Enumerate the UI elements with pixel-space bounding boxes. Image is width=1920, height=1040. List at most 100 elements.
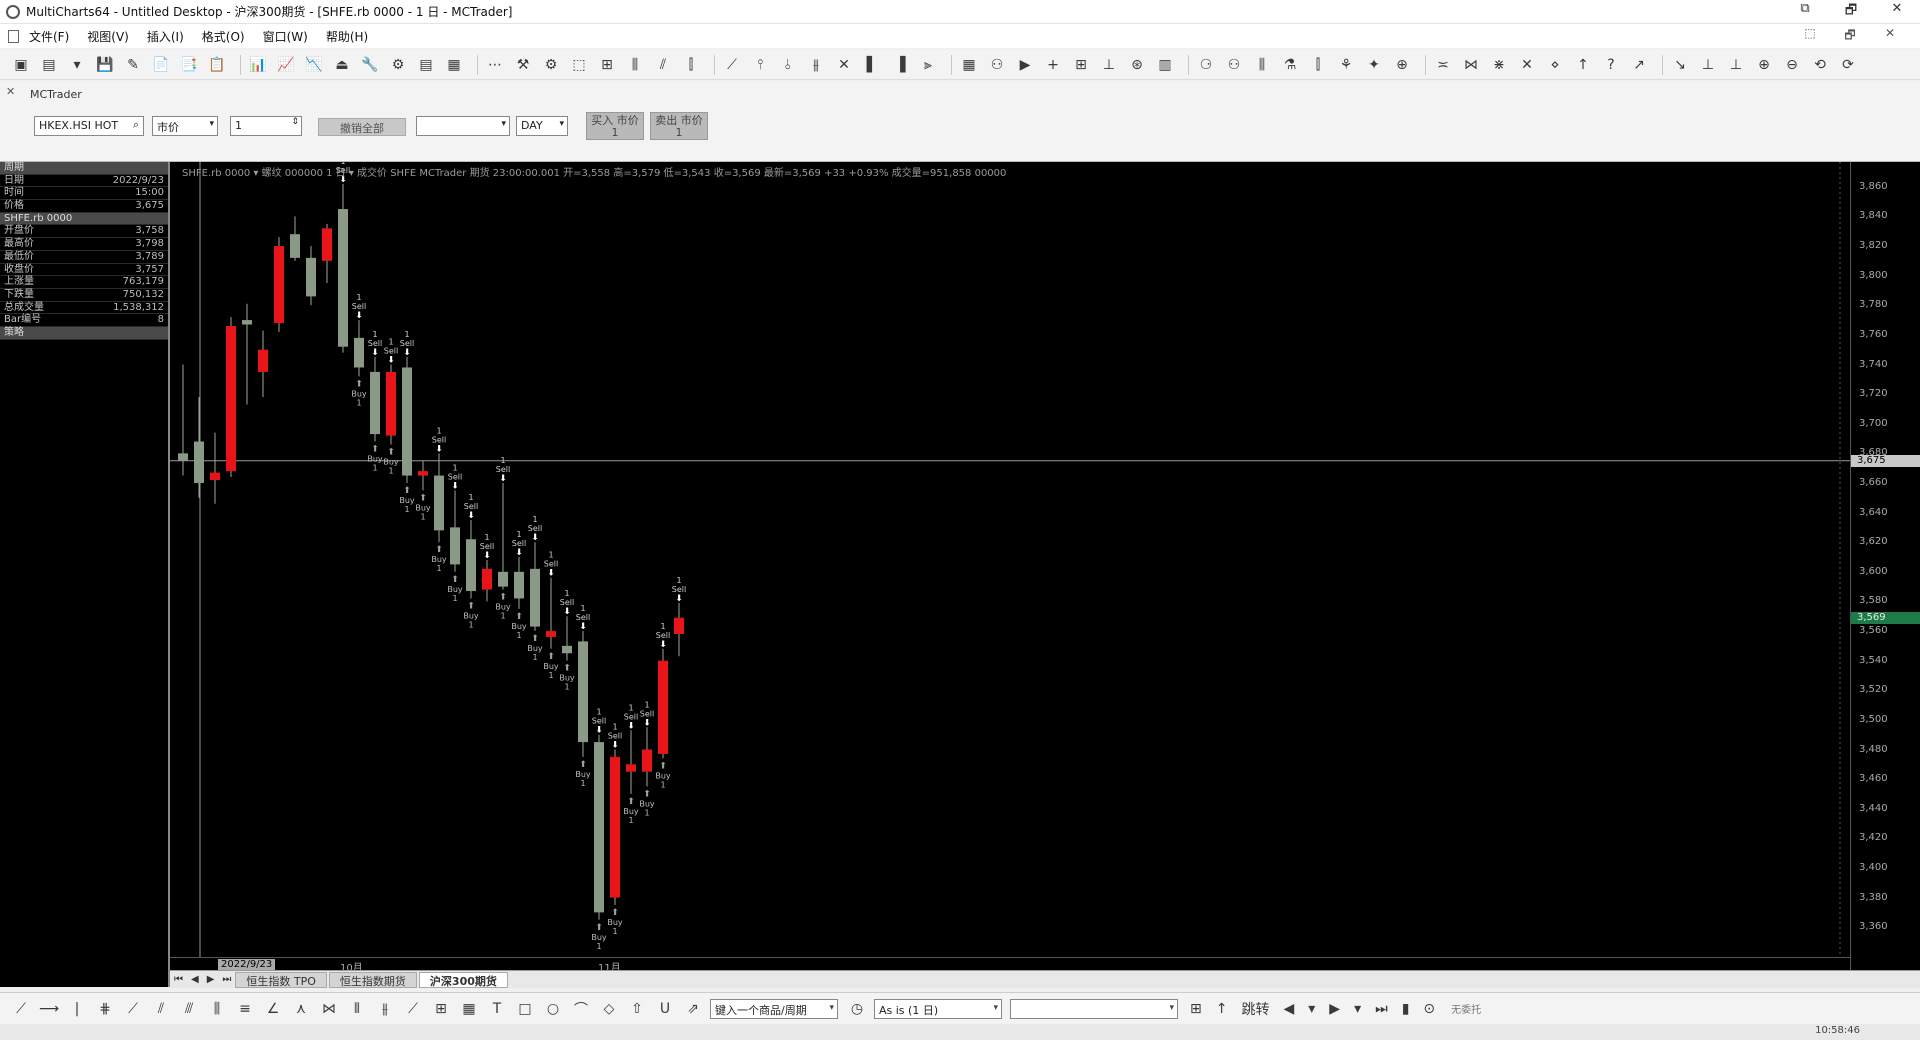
tif-select[interactable]: DAY ▾ — [516, 116, 568, 136]
toolbar-tool-icon[interactable]: ⊥ — [1729, 56, 1743, 73]
drawing-tool-icon[interactable]: ⫵ — [381, 1000, 389, 1017]
tab-hsi-tpo[interactable]: 恒生指数 TPO — [235, 971, 327, 988]
time-axis[interactable]: 2022/9/23 10月 11月 — [170, 957, 1850, 974]
cancel-all-button[interactable]: 撤销全部 — [318, 118, 406, 136]
order-type-select[interactable]: 市价 ▾ — [152, 116, 218, 136]
toolbar-tool-icon[interactable]: ⫯ — [756, 56, 764, 73]
mdi-close-button[interactable]: ✕ — [1884, 25, 1896, 40]
toolbar-tool-icon[interactable]: ⚘ — [1339, 56, 1353, 73]
minimize-button[interactable]: ⧉ — [1800, 0, 1810, 16]
drawing-tool-icon[interactable]: ⟋ — [408, 1000, 418, 1017]
toolbar-tool-icon[interactable]: ↘ — [1674, 56, 1686, 73]
toolbar-tool-icon[interactable]: ⚇ — [990, 56, 1004, 73]
toolbar-tool-icon[interactable]: ▦ — [962, 56, 976, 73]
toolbar-tool-icon[interactable]: ⋈ — [1464, 56, 1478, 73]
command-line-input[interactable]: ▾ — [1010, 998, 1178, 1019]
drawing-tool-icon[interactable]: ⋕ — [99, 1000, 111, 1017]
drawing-tool-icon[interactable]: ⫻ — [184, 1000, 194, 1017]
navigation-control[interactable]: ▾ — [1308, 1000, 1316, 1017]
toolbar-tool-icon[interactable]: ⬚ — [572, 56, 586, 73]
mdi-minimize-button[interactable]: ⬚ — [1804, 25, 1816, 40]
first-tab-icon[interactable]: ⏮ — [174, 974, 183, 985]
toolbar-tool-icon[interactable]: ⫽ — [659, 56, 667, 73]
toolbar-tool-icon[interactable]: ⋯ — [488, 56, 502, 73]
drawing-tool-icon[interactable]: ⇧ — [631, 1000, 643, 1017]
mdi-restore-button[interactable]: 🗗 — [1844, 27, 1856, 42]
symbol-interval-input[interactable]: 键入一个商品/周期 ▾ — [710, 998, 838, 1019]
navigation-control[interactable]: ↑ — [1215, 1000, 1228, 1017]
toolbar-tool-icon[interactable]: ⚙ — [391, 56, 405, 73]
restore-button[interactable]: 🗗 — [1844, 2, 1858, 18]
toolbar-tool-icon[interactable]: ⚙ — [544, 56, 558, 73]
toolbar-tool-icon[interactable]: ⟋ — [727, 56, 737, 73]
drawing-tool-icon[interactable]: ⌒ — [574, 1001, 588, 1018]
navigation-control[interactable]: ⊙ — [1423, 1000, 1436, 1017]
toolbar-tool-icon[interactable]: ⋄ — [1550, 56, 1560, 73]
drawing-tool-icon[interactable]: ∠ — [266, 1000, 280, 1017]
toolbar-tool-icon[interactable]: + — [1047, 56, 1059, 73]
next-tab-icon[interactable]: ▶ — [206, 974, 215, 985]
drawing-tool-icon[interactable]: ⇗ — [687, 1000, 699, 1017]
drawing-tool-icon[interactable]: □ — [518, 1000, 532, 1017]
toolbar-tool-icon[interactable]: ⊞ — [1075, 56, 1087, 73]
navigation-control[interactable]: ▶ — [1329, 1000, 1341, 1017]
last-tab-icon[interactable]: ⏭ — [222, 974, 232, 985]
close-button[interactable]: ✕ — [1891, 0, 1903, 16]
prev-tab-icon[interactable]: ◀ — [191, 974, 199, 985]
toolbar-tool-icon[interactable]: ✦ — [1368, 56, 1380, 73]
navigation-control[interactable]: ◀ — [1283, 1000, 1295, 1017]
toolbar-tool-icon[interactable]: 📊 — [249, 56, 267, 73]
navigation-control[interactable]: ⊞ — [1190, 1000, 1202, 1017]
drawing-tool-icon[interactable]: ⟋ — [16, 1000, 26, 1017]
toolbar-tool-icon[interactable]: ✕ — [1521, 56, 1533, 73]
navigation-control[interactable]: ⏭ — [1375, 1000, 1388, 1017]
drawing-tool-icon[interactable]: ⊞ — [435, 1000, 447, 1017]
toolbar-tool-icon[interactable]: 📋 — [208, 56, 226, 73]
toolbar-tool-icon[interactable]: ⊥ — [1701, 56, 1715, 73]
drawing-tool-icon[interactable]: ⋈ — [322, 1000, 336, 1017]
drawing-tool-icon[interactable]: ⟋ — [128, 1000, 138, 1017]
menu-help[interactable]: 帮助(H) — [325, 29, 369, 44]
toolbar-tool-icon[interactable]: ⫼ — [631, 56, 639, 73]
toolbar-tool-icon[interactable]: ✎ — [127, 56, 139, 73]
toolbar-tool-icon[interactable]: ▥ — [1158, 56, 1172, 73]
drawing-tool-icon[interactable]: ⫼ — [213, 1000, 221, 1017]
price-axis[interactable]: 3,860 3,840 3,820 3,800 3,780 3,760 3,740 3,720… — [1850, 162, 1920, 972]
drawing-tool-icon[interactable]: ⋏ — [295, 1000, 307, 1017]
toolbar-tool-icon[interactable]: ⏏ — [335, 56, 349, 73]
toolbar-tool-icon[interactable]: 📑 — [180, 56, 198, 73]
toolbar-tool-icon[interactable]: ⫼ — [1258, 56, 1266, 73]
toolbar-tool-icon[interactable]: ⟲ — [1814, 56, 1826, 73]
clock-icon[interactable]: ◷ — [850, 1000, 864, 1017]
drawing-tool-icon[interactable]: ⫴ — [354, 1000, 360, 1017]
toolbar-tool-icon[interactable]: ▾ — [73, 56, 81, 73]
toolbar-tool-icon[interactable]: ⫰ — [784, 56, 792, 73]
toolbar-tool-icon[interactable]: ▐ — [894, 56, 906, 73]
drawing-tool-icon[interactable]: ⫽ — [157, 1000, 165, 1017]
navigation-control[interactable]: ▮ — [1401, 1000, 1410, 1017]
navigation-control[interactable]: ▾ — [1354, 1000, 1362, 1017]
menu-view[interactable]: 视图(V) — [87, 29, 129, 44]
toolbar-tool-icon[interactable]: ▦ — [447, 56, 461, 73]
drawing-tool-icon[interactable]: ◇ — [603, 1000, 615, 1017]
toolbar-tool-icon[interactable]: ▌ — [866, 56, 878, 73]
toolbar-tool-icon[interactable]: ▤ — [419, 56, 433, 73]
toolbar-tool-icon[interactable]: ⊥ — [1102, 56, 1116, 73]
menu-format[interactable]: 格式(O) — [201, 29, 245, 44]
toolbar-tool-icon[interactable]: ▤ — [42, 56, 56, 73]
drawing-tool-icon[interactable]: ⟶ — [38, 1000, 60, 1017]
toolbar-tool-icon[interactable]: ⫿ — [1315, 56, 1321, 73]
toolbar-tool-icon[interactable]: 🔧 — [361, 56, 379, 73]
panel-pin-icon[interactable]: ✕ — [6, 85, 16, 98]
drawing-tool-icon[interactable]: T — [492, 1000, 502, 1017]
tab-csi300-futures[interactable]: 沪深300期货 — [418, 971, 508, 988]
toolbar-tool-icon[interactable]: ? — [1607, 56, 1615, 73]
toolbar-tool-icon[interactable]: 💾 — [96, 56, 114, 73]
symbol-input[interactable]: HKEX.HSI HOT ⌕ — [34, 116, 144, 136]
tab-hsi-futures[interactable]: 恒生指数期货 — [328, 971, 417, 988]
toolbar-tool-icon[interactable]: ⚇ — [1227, 56, 1241, 73]
toolbar-tool-icon[interactable]: ⫸ — [924, 56, 932, 73]
toolbar-tool-icon[interactable]: ▶ — [1019, 56, 1031, 73]
toolbar-tool-icon[interactable]: ⚆ — [1199, 56, 1213, 73]
toolbar-tool-icon[interactable]: 📈 — [277, 56, 295, 73]
